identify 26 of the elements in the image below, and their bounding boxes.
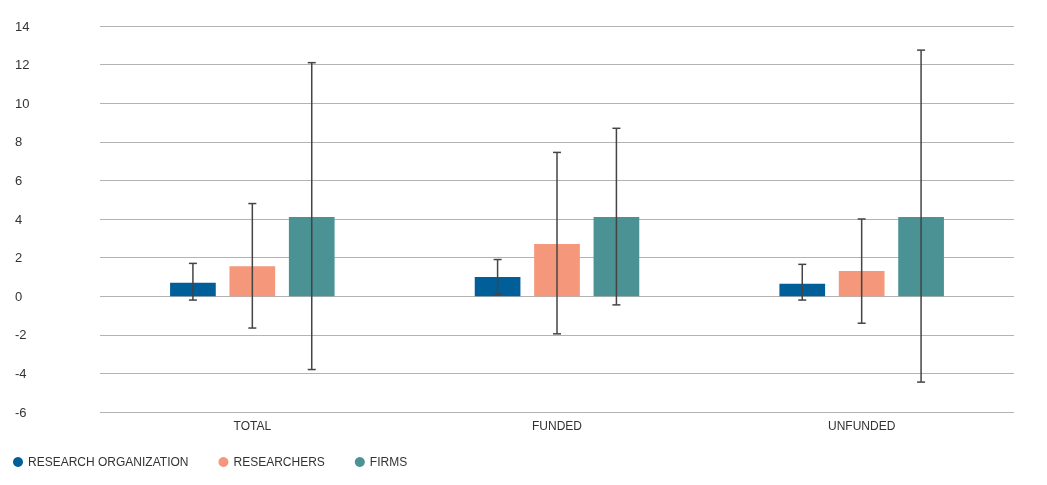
legend-label: RESEARCHERS (233, 455, 325, 469)
y-tick-label: 2 (15, 250, 23, 266)
y-tick-label: 12 (15, 57, 30, 73)
y-tick-label: 6 (15, 172, 23, 188)
y-tick-label: 0 (15, 288, 23, 304)
legend-label: RESEARCH ORGANIZATION (28, 455, 189, 469)
bar (474, 276, 521, 297)
legend-label: FIRMS (369, 455, 408, 469)
bar (593, 217, 640, 297)
y-tick-label: 8 (15, 134, 23, 150)
y-tick-label: 10 (15, 95, 30, 111)
bar (288, 217, 335, 297)
bar (534, 244, 580, 297)
y-tick-label: -6 (15, 404, 27, 420)
x-tick-label: FUNDED (532, 419, 583, 433)
bar (779, 283, 826, 297)
y-tick-label: 14 (15, 18, 30, 34)
x-tick-label: TOTAL (233, 419, 272, 433)
y-tick-label: -4 (15, 365, 27, 381)
bar (838, 271, 885, 297)
x-tick-label: UNFUNDED (827, 419, 896, 433)
bar (229, 266, 276, 297)
bar (898, 217, 944, 297)
y-tick-label: 4 (15, 211, 23, 227)
bar (170, 282, 216, 297)
y-tick-label: -2 (15, 327, 27, 343)
